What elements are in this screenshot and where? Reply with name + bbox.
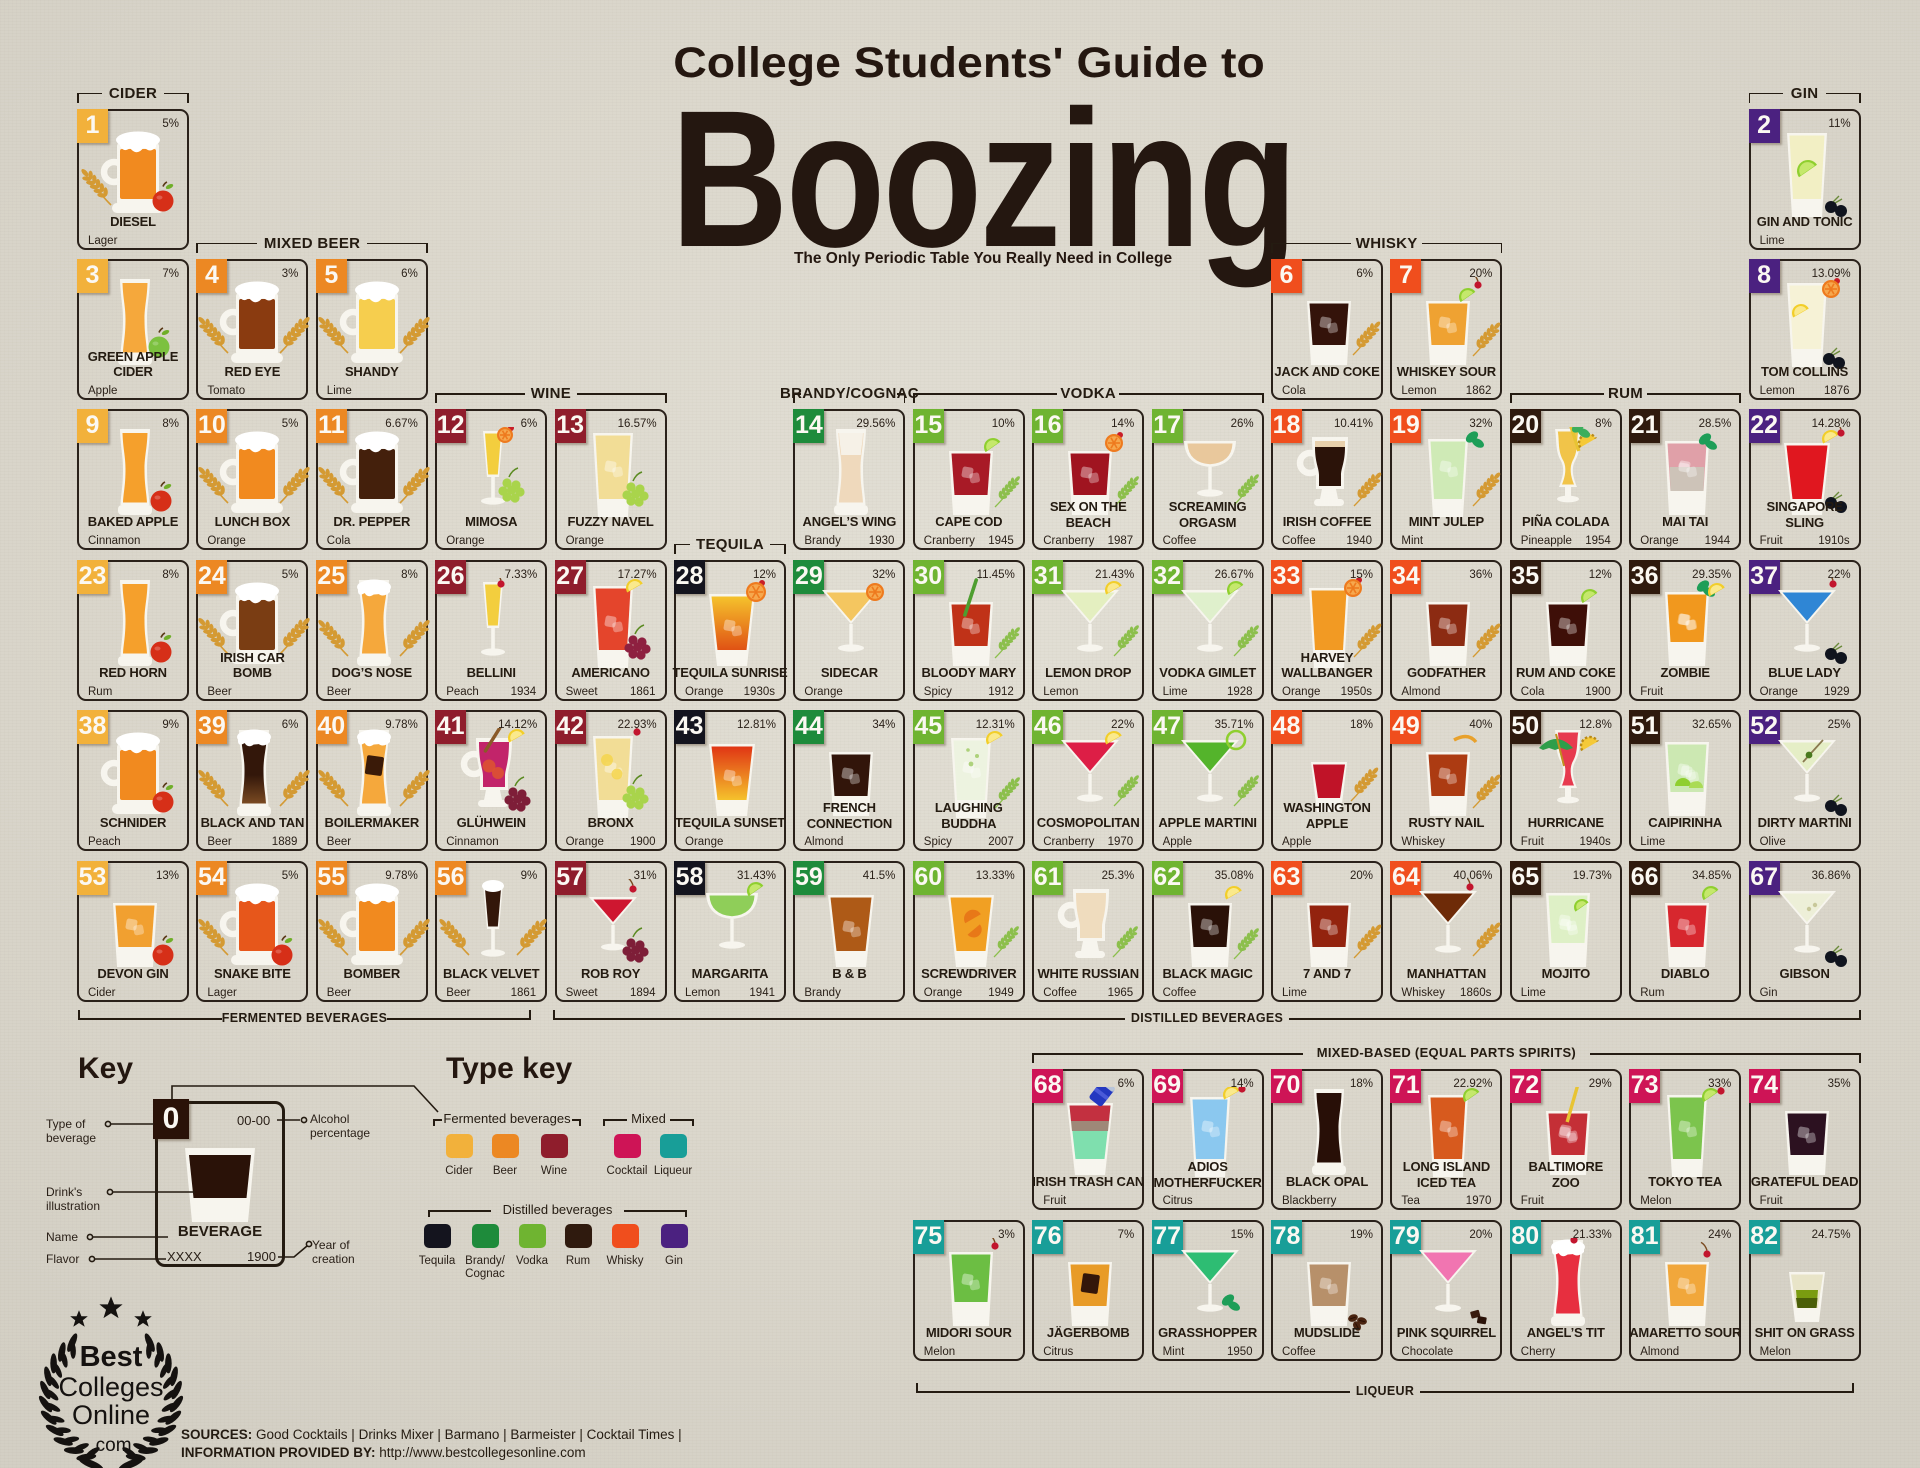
svg-text:Best: Best [80,1341,143,1373]
svg-text:.com: .com [90,1435,131,1456]
svg-text:Colleges: Colleges [58,1372,163,1402]
svg-text:Online: Online [72,1400,150,1430]
